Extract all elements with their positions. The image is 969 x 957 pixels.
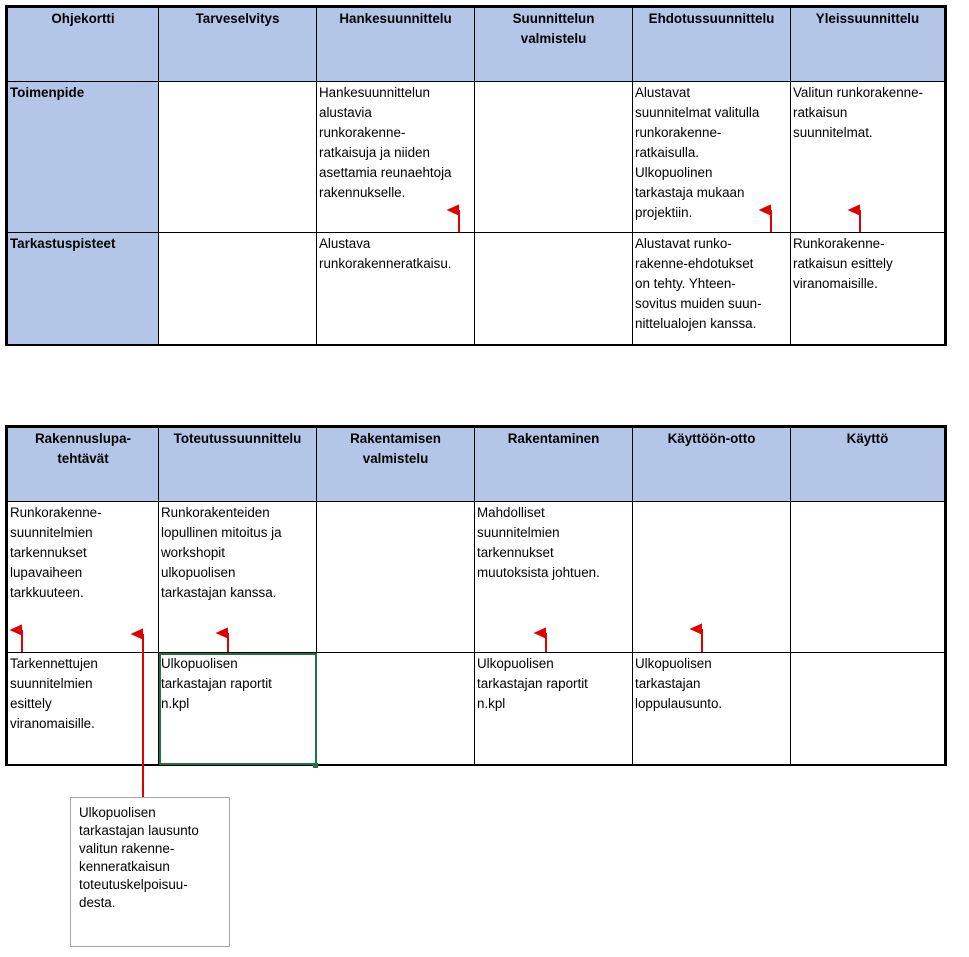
header-cell-ehdotussuunnittelu[interactable]: Ehdotussuunnittelu (632, 7, 791, 82)
selected-cell[interactable]: Ulkopuolisen tarkastajan raportit n.kpl (158, 652, 317, 765)
header-cell-kayttoonotto[interactable]: Käyttöön-otto (632, 427, 791, 502)
table-row-tarkastuspisteet: Tarkennettujen suunnitelmien esittely vi… (7, 652, 945, 765)
table-row-toimenpide: Toimenpide Hankesuunnittelun alustavia r… (7, 81, 945, 233)
table-cell[interactable] (158, 232, 317, 345)
table-cell[interactable] (790, 501, 945, 653)
table-cell[interactable]: Ulkopuolisen tarkastajan loppulausunto. (632, 652, 791, 765)
table-cell[interactable] (316, 501, 475, 653)
table-cell[interactable]: Tarkennettujen suunnitelmien esittely vi… (7, 652, 159, 765)
table-cell[interactable]: Hankesuunnittelun alustavia runkorakenne… (316, 81, 475, 233)
table-cell[interactable]: Runkorakenne- suunnitelmien tarkennukset… (7, 501, 159, 653)
top-table: Ohjekortti Tarveselvitys Hankesuunnittel… (5, 5, 947, 346)
table-cell[interactable] (474, 232, 633, 345)
header-cell-toteutussuunnittelu[interactable]: Toteutussuunnittelu (158, 427, 317, 502)
fill-handle[interactable] (313, 763, 318, 768)
header-cell-rakentaminen[interactable]: Rakentaminen (474, 427, 633, 502)
row-label-toimenpide[interactable]: Toimenpide (7, 81, 159, 233)
table-cell[interactable] (474, 81, 633, 233)
table-cell[interactable]: Alustava runkorakenneratkaisu. (316, 232, 475, 345)
header-cell-rakennuslupatehtavat[interactable]: Rakennuslupa- tehtävät (7, 427, 159, 502)
table-cell[interactable] (790, 652, 945, 765)
header-cell-ohjekortti[interactable]: Ohjekortti (7, 7, 159, 82)
table-cell[interactable] (158, 81, 317, 233)
header-cell-rakentamisen-valmistelu[interactable]: Rakentamisen valmistelu (316, 427, 475, 502)
header-cell-hankesuunnittelu[interactable]: Hankesuunnittelu (316, 7, 475, 82)
table-row-tarkastuspisteet: Tarkastuspisteet Alustava runkorakennera… (7, 232, 945, 345)
table-cell[interactable]: Valitun runkorakenne- ratkaisun suunnite… (790, 81, 945, 233)
header-cell-yleissuunnittelu[interactable]: Yleissuunnittelu (790, 7, 945, 82)
table-row-toimenpide: Runkorakenne- suunnitelmien tarkennukset… (7, 501, 945, 653)
bottom-table: Rakennuslupa- tehtävät Toteutussuunnitte… (5, 425, 947, 766)
table-cell[interactable] (316, 652, 475, 765)
table-cell[interactable]: Alustavat runko- rakenne-ehdotukset on t… (632, 232, 791, 345)
header-cell-tarveselvitys[interactable]: Tarveselvitys (158, 7, 317, 82)
header-row: Rakennuslupa- tehtävät Toteutussuunnitte… (7, 427, 945, 502)
note-textbox[interactable]: Ulkopuolisen tarkastajan lausunto valitu… (70, 797, 230, 947)
table-cell[interactable]: Runkorakenne- ratkaisun esittely viranom… (790, 232, 945, 345)
row-label-tarkastuspisteet[interactable]: Tarkastuspisteet (7, 232, 159, 345)
table-cell[interactable]: Runkorakenteiden lopullinen mitoitus ja … (158, 501, 317, 653)
table-cell[interactable]: Ulkopuolisen tarkastajan raportit n.kpl (474, 652, 633, 765)
table-cell[interactable]: Alustavat suunnitelmat valitulla runkora… (632, 81, 791, 233)
header-row: Ohjekortti Tarveselvitys Hankesuunnittel… (7, 7, 945, 82)
table-cell[interactable]: Mahdolliset suunnitelmien tarkennukset m… (474, 501, 633, 653)
table-cell[interactable] (632, 501, 791, 653)
header-cell-kaytto[interactable]: Käyttö (790, 427, 945, 502)
header-cell-suunnittelun-valmistelu[interactable]: Suunnittelun valmistelu (474, 7, 633, 82)
